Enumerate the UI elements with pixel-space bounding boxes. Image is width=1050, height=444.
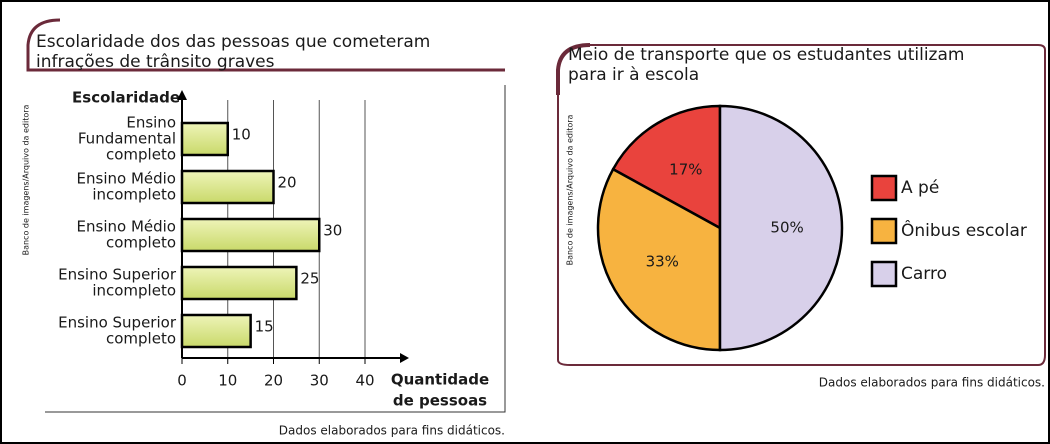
y-tick-label: completo xyxy=(106,146,176,164)
y-tick-label: completo xyxy=(106,330,176,348)
legend-label: A pé xyxy=(901,178,939,198)
value-label: 10 xyxy=(232,126,251,144)
x-tick-label: 0 xyxy=(177,372,187,390)
axis-arrow xyxy=(400,353,409,363)
value-label: 30 xyxy=(323,222,342,240)
bar xyxy=(180,265,298,301)
value-label: 17% xyxy=(669,161,702,179)
legend-swatch xyxy=(870,174,898,202)
y-tick-label: Ensino xyxy=(126,114,176,132)
value-label: 20 xyxy=(278,174,297,192)
y-tick-label: Fundamental xyxy=(78,130,176,148)
pie-slice xyxy=(718,104,844,352)
title-bracket xyxy=(26,18,505,72)
source: Banco de imagens/Arquivo da editora xyxy=(566,114,575,265)
legend-swatch xyxy=(870,260,898,288)
chart-title: infrações de trânsito graves xyxy=(36,52,275,72)
x-tick-label: 20 xyxy=(264,372,283,390)
y-tick-label: completo xyxy=(106,234,176,252)
y-axis-label: Escolaridade xyxy=(72,89,180,107)
note: Dados elaborados para fins didáticos. xyxy=(279,424,505,438)
note: Dados elaborados para fins didáticos. xyxy=(819,376,1045,390)
pie-slice xyxy=(596,167,722,352)
legend-label: Carro xyxy=(901,264,947,284)
x-tick-label: 10 xyxy=(218,372,237,390)
chart-title: Meio de transporte que os estudantes uti… xyxy=(568,45,964,65)
x-axis-label: de pessoas xyxy=(393,392,487,410)
y-tick-label: Ensino Superior xyxy=(58,266,177,284)
source: Banco de imagens/Arquivo da editora xyxy=(22,104,31,255)
axis-arrow xyxy=(177,90,187,100)
value-label: 15 xyxy=(255,318,274,336)
legend-label: Ônibus escolar xyxy=(901,219,1027,241)
x-tick-label: 30 xyxy=(310,372,329,390)
legend-swatch xyxy=(870,217,898,245)
bar xyxy=(180,121,229,157)
y-tick-label: incompleto xyxy=(92,282,176,300)
pie-slice xyxy=(611,104,722,231)
bar xyxy=(180,313,252,349)
y-tick-label: Ensino Médio xyxy=(77,218,176,236)
x-axis-label: Quantidade xyxy=(391,371,489,389)
y-tick-label: Ensino Superior xyxy=(58,314,177,332)
y-tick-label: incompleto xyxy=(92,186,176,204)
y-tick-label: Ensino Médio xyxy=(77,170,176,188)
x-tick-label: 40 xyxy=(355,372,374,390)
value-label: 33% xyxy=(646,253,679,271)
bar xyxy=(180,217,321,253)
chart-title: Escolaridade dos das pessoas que cometer… xyxy=(36,32,430,52)
value-label: 50% xyxy=(770,219,803,237)
bar xyxy=(180,169,275,205)
value-label: 25 xyxy=(300,270,319,288)
panel-border xyxy=(45,85,506,413)
title-bracket xyxy=(556,43,591,95)
chart-title: para ir à escola xyxy=(568,65,699,85)
